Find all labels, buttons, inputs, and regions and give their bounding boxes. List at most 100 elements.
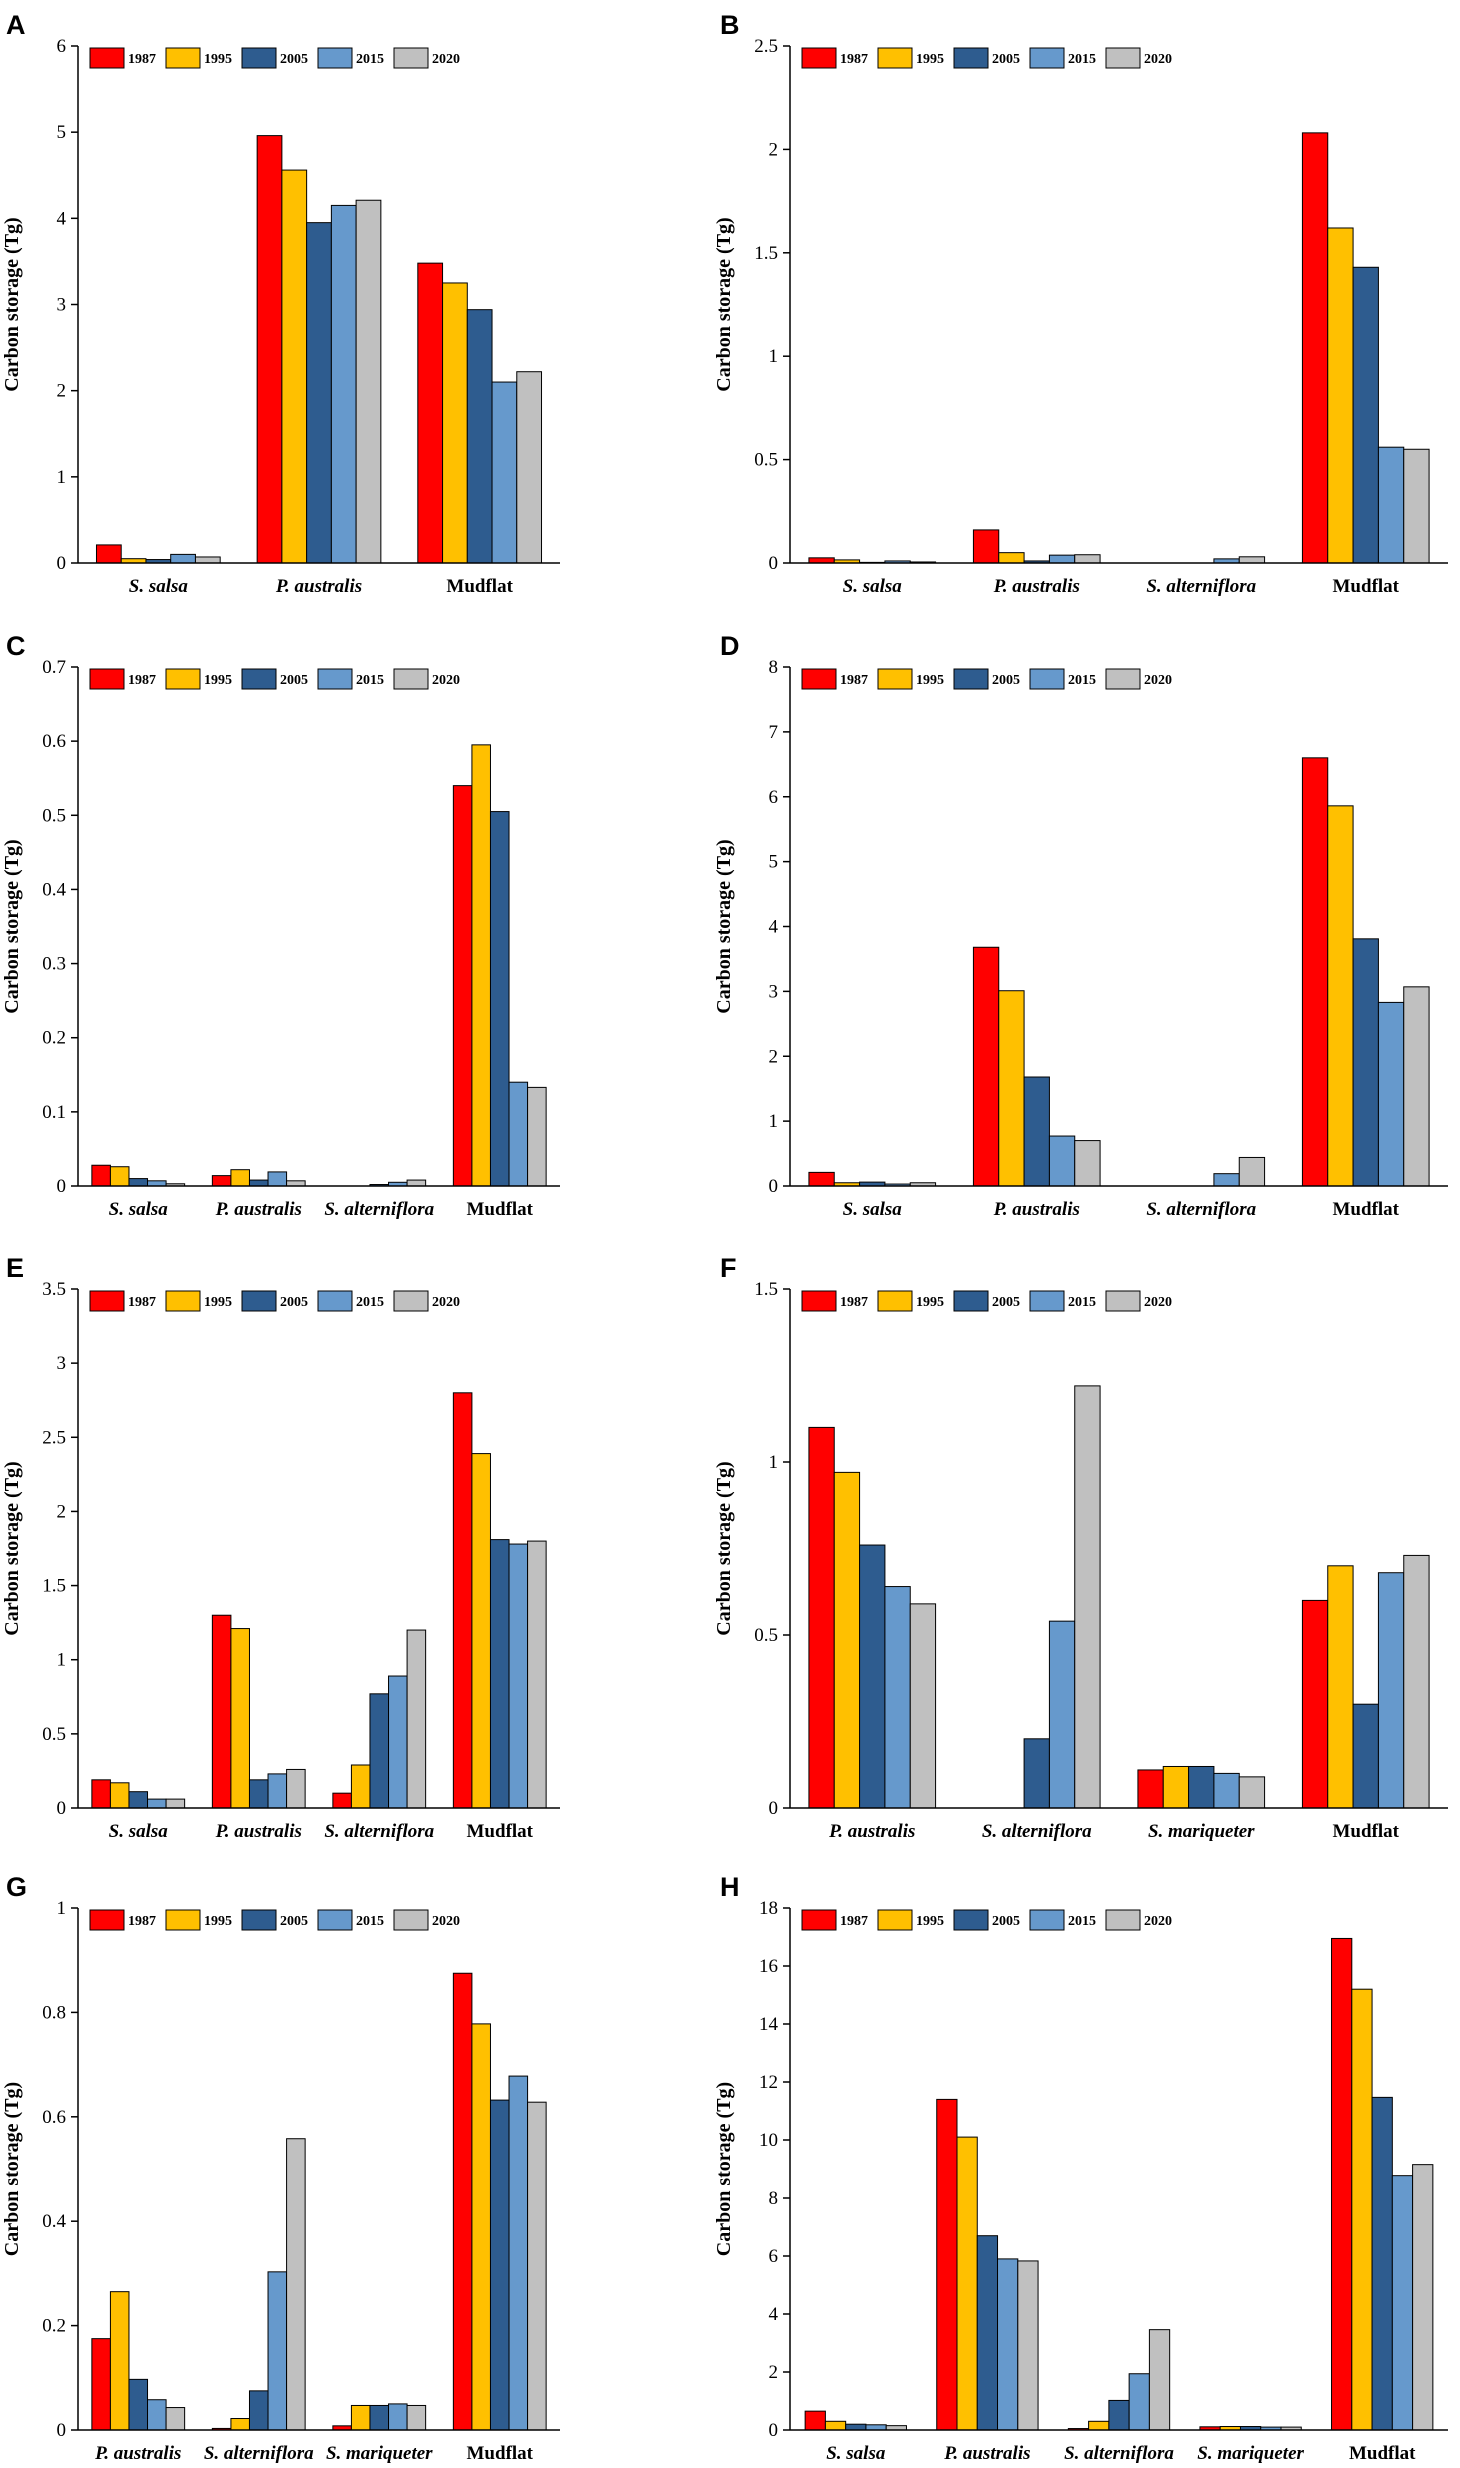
bar-1987-mudflat	[1301, 132, 1329, 564]
x-category-label: S. alterniflora	[324, 1199, 434, 1220]
bar-1995-p-australis	[998, 990, 1025, 1187]
panel-letter: A	[6, 10, 26, 40]
legend-label-2020: 2020	[432, 52, 460, 67]
y-tick-label: 0.5	[42, 1724, 66, 1745]
bar-1995-s-alterniflora	[1088, 2420, 1110, 2431]
x-category-label: S. mariqueter	[1197, 2443, 1304, 2464]
bar-2005-mudflat	[1352, 266, 1379, 564]
bar-1995-p-australis	[956, 2136, 978, 2431]
y-tick-label: 2	[57, 381, 67, 402]
bar-2015-s-alterniflora	[1213, 1173, 1240, 1187]
bar-1987-mudflat	[1301, 1599, 1329, 1809]
x-category-label: P. australis	[993, 576, 1080, 597]
bar-2015-mudflat	[508, 1543, 529, 1809]
y-tick-label: 6	[57, 36, 67, 57]
y-tick-label: 7	[769, 722, 779, 743]
x-category-label: Mudflat	[1333, 1821, 1400, 1842]
bar-1987-mudflat	[1301, 757, 1329, 1187]
y-tick-label: 3.5	[42, 1279, 66, 1300]
y-tick-label: 1.5	[42, 1576, 66, 1597]
y-tick-label: 3	[57, 1353, 67, 1374]
bar-2020-p-australis	[1074, 1140, 1101, 1187]
x-category-label: S. salsa	[129, 576, 189, 597]
bar-1995-p-australis	[109, 2291, 130, 2431]
y-tick-label: 2	[769, 1046, 779, 1067]
x-category-label: S. salsa	[826, 2443, 886, 2464]
bar-2005-s-alterniflora	[1023, 1738, 1050, 1809]
legend-label-2015: 2015	[1068, 1295, 1096, 1310]
panel-f: F Carbon storage (Tg) 0 0.5 1 1.5 P. australis…	[713, 1253, 1448, 1842]
panel-c: C Carbon storage (Tg) 0 0.1 0.2 0.3 0.4 0.5 0.6 0…	[1, 631, 560, 1220]
bar-2005-mudflat	[489, 811, 510, 1187]
bar-2020-p-australis	[355, 199, 382, 564]
y-tick-label: 3	[57, 295, 67, 316]
bar-1995-s-mariqueter	[1162, 1765, 1190, 1809]
legend-label-2005: 2005	[280, 1295, 308, 1310]
legend-label-1987: 1987	[840, 673, 868, 688]
y-tick-label: 0.3	[42, 954, 66, 975]
bar-1987-mudflat	[452, 1392, 473, 1809]
legend-swatch-1987	[801, 668, 837, 690]
bar-2015-p-australis	[1048, 1135, 1076, 1187]
legend-label-1987: 1987	[128, 673, 156, 688]
x-category-label: S. salsa	[843, 576, 903, 597]
bar-1987-mudflat	[452, 1972, 473, 2431]
x-category-label: Mudflat	[1333, 576, 1400, 597]
bar-1987-p-australis	[211, 1614, 232, 1809]
legend-label-1987: 1987	[840, 52, 868, 67]
legend-swatch-2005	[241, 47, 277, 69]
y-axis-title: Carbon storage (Tg)	[713, 2082, 735, 2256]
bar-1995-mudflat	[1351, 1988, 1373, 2431]
bar-2020-s-mariqueter	[1238, 1776, 1266, 1809]
bar-2020-p-australis	[1074, 554, 1101, 564]
legend-label-2020: 2020	[432, 673, 460, 688]
bar-1987-s-alterniflora	[332, 1792, 352, 1809]
bar-2020-s-alterniflora	[406, 1179, 427, 1187]
bar-2020-mudflat	[516, 371, 543, 564]
bar-2020-s-alterniflora	[1238, 1156, 1266, 1187]
y-tick-label: 2	[769, 2362, 779, 2383]
bar-2020-mudflat	[527, 1086, 547, 1187]
bar-1995-s-mariqueter	[350, 2404, 371, 2431]
legend-swatch-2015	[1029, 668, 1065, 690]
bar-1995-p-australis	[998, 552, 1025, 564]
y-tick-label: 0	[57, 1798, 67, 1819]
panel-e: E Carbon storage (Tg) 0 0.5 1 1.5 2 2.5 3 3.5 S. s…	[1, 1253, 560, 1842]
bar-2015-mudflat	[508, 1081, 529, 1187]
legend-label-2005: 2005	[280, 673, 308, 688]
legend-swatch-1995	[877, 1909, 913, 1931]
y-tick-label: 1	[57, 467, 67, 488]
legend-swatch-2015	[1029, 47, 1065, 69]
legend-swatch-2005	[241, 1909, 277, 1931]
y-tick-label: 6	[769, 2246, 779, 2267]
legend: 1987 1995 2005 2015 2020	[89, 1909, 460, 1931]
bar-1987-p-australis	[808, 1426, 835, 1809]
legend-swatch-1995	[165, 47, 201, 69]
bar-1987-p-australis	[972, 529, 1000, 564]
bar-2015-s-alterniflora	[267, 2271, 288, 2431]
y-tick-label: 8	[769, 657, 779, 678]
legend: 1987 1995 2005 2015 2020	[801, 47, 1172, 69]
legend-swatch-2005	[953, 668, 989, 690]
bar-1987-s-salsa	[808, 557, 835, 564]
legend-label-2005: 2005	[280, 52, 308, 67]
bar-2005-s-salsa	[845, 2423, 867, 2431]
bar-2015-s-salsa	[170, 553, 196, 564]
y-tick-label: 2.5	[42, 1427, 66, 1448]
y-tick-label: 12	[759, 2072, 778, 2093]
x-category-label: S. mariqueter	[326, 2443, 433, 2464]
bar-2020-mudflat	[1403, 986, 1430, 1187]
bar-2020-s-mariqueter	[406, 2404, 427, 2431]
legend-label-2015: 2015	[356, 673, 384, 688]
bar-2015-p-australis	[330, 204, 357, 564]
legend-label-2015: 2015	[1068, 1914, 1096, 1929]
legend: 1987 1995 2005 2015 2020	[801, 1290, 1172, 1312]
legend-label-2020: 2020	[1144, 673, 1172, 688]
legend-label-1995: 1995	[916, 1914, 944, 1929]
bar-1987-s-salsa	[804, 2410, 826, 2431]
bar-2005-p-australis	[248, 1179, 269, 1187]
bar-2020-s-alterniflora	[286, 2138, 306, 2431]
bar-1995-mudflat	[471, 744, 491, 1187]
legend-label-2005: 2005	[992, 1295, 1020, 1310]
